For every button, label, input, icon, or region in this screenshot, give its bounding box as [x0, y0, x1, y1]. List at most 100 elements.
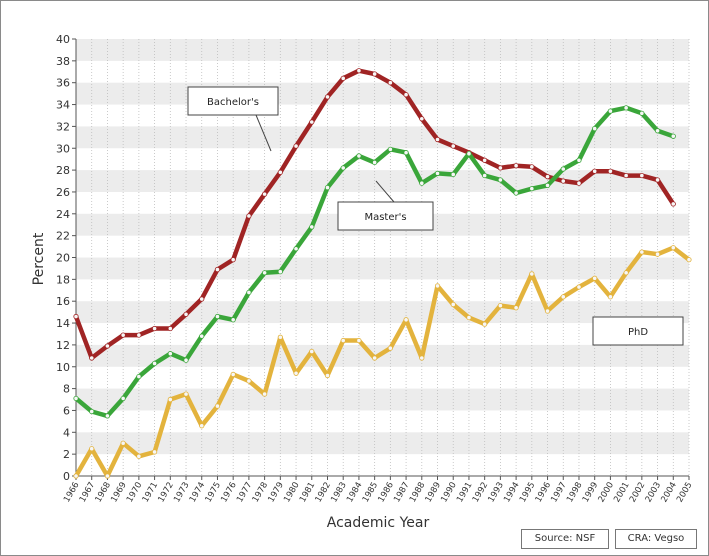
data-point-bachelors	[434, 136, 441, 143]
callout-label: Master's	[364, 212, 406, 223]
callout-label: Bachelor's	[207, 97, 259, 108]
data-point-bachelors	[214, 266, 221, 273]
data-point-masters	[89, 408, 95, 415]
data-point-bachelors	[309, 119, 315, 125]
y-tick-label: 38	[56, 55, 70, 68]
y-tick-label: 0	[63, 470, 70, 483]
data-point-phd	[387, 345, 393, 351]
credit-badge: CRA: Vegso	[615, 529, 697, 549]
data-point-phd	[592, 275, 598, 281]
data-point-masters	[324, 184, 331, 191]
data-point-masters	[403, 150, 409, 156]
grid-band	[76, 126, 689, 149]
data-point-phd	[120, 440, 126, 446]
callout-leaders	[255, 114, 395, 203]
data-point-phd	[104, 473, 111, 479]
data-point-bachelors	[167, 325, 173, 332]
data-point-phd	[403, 317, 409, 323]
data-point-phd	[309, 348, 315, 355]
data-point-bachelors	[246, 213, 252, 219]
data-point-bachelors	[104, 343, 111, 349]
x-tick-label: 2005	[675, 481, 694, 505]
data-point-bachelors	[639, 172, 645, 179]
data-point-masters	[639, 110, 645, 116]
data-point-bachelors	[73, 313, 79, 320]
y-tick-label: 6	[63, 404, 70, 417]
y-tick-label: 26	[56, 186, 70, 199]
data-point-bachelors	[623, 172, 629, 179]
data-point-masters	[214, 313, 221, 320]
data-point-phd	[199, 423, 205, 429]
callout-leader-line	[375, 180, 395, 203]
data-point-masters	[356, 153, 362, 159]
y-tick-label: 36	[56, 77, 70, 90]
callout-masters: Master's	[337, 201, 434, 231]
series-bachelors	[73, 68, 676, 361]
y-tick-label: 12	[56, 339, 70, 352]
data-point-phd	[623, 270, 629, 276]
data-point-bachelors	[262, 191, 268, 197]
data-point-phd	[230, 371, 236, 377]
y-tick-label: 40	[56, 33, 70, 46]
data-point-masters	[560, 166, 566, 172]
data-point-phd	[340, 337, 346, 344]
data-point-bachelors	[576, 180, 582, 186]
series-masters	[73, 105, 676, 419]
data-point-phd	[356, 337, 362, 344]
grid-band	[76, 82, 689, 105]
data-point-phd	[482, 321, 488, 327]
data-point-bachelors	[403, 92, 409, 98]
data-point-phd	[214, 403, 221, 409]
data-point-masters	[670, 133, 676, 139]
data-point-masters	[230, 317, 236, 323]
data-point-phd	[277, 334, 283, 340]
data-point-bachelors	[151, 325, 158, 332]
data-point-phd	[419, 355, 425, 361]
data-point-phd	[639, 249, 645, 255]
data-point-phd	[686, 257, 692, 263]
data-point-phd	[560, 294, 566, 300]
data-point-phd	[607, 294, 614, 300]
data-point-phd	[654, 251, 661, 257]
data-point-phd	[89, 446, 95, 452]
data-point-masters	[497, 177, 503, 183]
data-point-bachelors	[387, 80, 393, 86]
data-point-phd	[151, 449, 158, 455]
grid-band	[76, 39, 689, 61]
data-point-masters	[654, 128, 661, 134]
data-point-masters	[262, 270, 268, 276]
data-point-masters	[151, 360, 158, 367]
data-point-phd	[434, 283, 441, 289]
data-point-bachelors	[450, 143, 456, 149]
grid-bands	[76, 39, 689, 455]
data-point-bachelors	[340, 75, 346, 81]
grid-band	[76, 432, 689, 455]
data-point-bachelors	[89, 355, 95, 361]
data-point-bachelors	[670, 201, 676, 207]
data-point-bachelors	[356, 68, 362, 74]
y-tick-label: 34	[56, 99, 70, 112]
callout-box	[592, 316, 684, 346]
data-point-bachelors	[482, 157, 488, 163]
data-point-masters	[607, 108, 614, 114]
data-point-masters	[372, 159, 378, 166]
data-point-bachelors	[230, 257, 236, 263]
callout-box	[337, 201, 434, 231]
data-point-masters	[434, 170, 441, 176]
y-tick-label: 14	[56, 317, 70, 330]
data-point-phd	[372, 355, 378, 361]
data-point-bachelors	[592, 168, 598, 174]
callout-label: PhD	[628, 327, 648, 338]
data-point-masters	[199, 333, 205, 339]
data-point-phd	[73, 473, 79, 479]
callout-bachelors: Bachelor's	[187, 86, 279, 116]
data-point-bachelors	[324, 94, 331, 100]
data-point-phd	[670, 245, 676, 251]
data-point-masters	[544, 182, 551, 188]
data-point-bachelors	[372, 71, 378, 77]
data-point-phd	[136, 453, 142, 459]
y-tick-label: 16	[56, 295, 70, 308]
data-point-masters	[340, 165, 346, 171]
